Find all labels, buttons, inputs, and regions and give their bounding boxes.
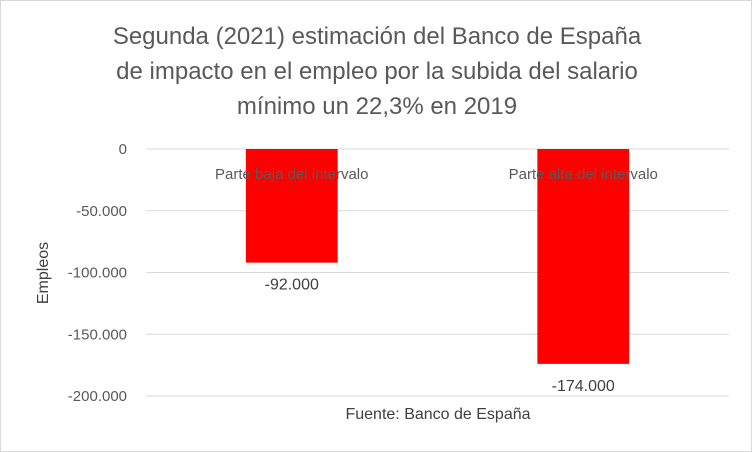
labels: 0 -50.000 -100.000 -150.000 -200.000 Parte ba… bbox=[68, 141, 658, 405]
bar bbox=[537, 149, 630, 364]
y-tick-label: 0 bbox=[119, 141, 127, 158]
data-label: -92.000 bbox=[265, 277, 319, 294]
bars bbox=[245, 149, 630, 364]
chart-title: Segunda (2021) estimación del Banco de E… bbox=[1, 19, 752, 124]
category-label: Parte baja del intervalo bbox=[215, 166, 368, 183]
chart-title-line-1: Segunda (2021) estimación del Banco de E… bbox=[112, 23, 642, 50]
gridlines bbox=[146, 148, 729, 397]
y-tick-label: -200.000 bbox=[68, 388, 127, 405]
source-note: Fuente: Banco de España bbox=[345, 406, 530, 423]
y-tick-label: -50.000 bbox=[76, 203, 127, 220]
y-axis-title: Empleos bbox=[35, 242, 52, 304]
chart-title-line-3: mínimo un 22,3% en 2019 bbox=[236, 93, 518, 120]
bar bbox=[245, 149, 338, 263]
y-tick-label: -100.000 bbox=[68, 265, 127, 282]
chart-title-line-2: de impacto en el empleo por la subida de… bbox=[116, 58, 638, 85]
data-label: -174.000 bbox=[552, 378, 615, 395]
category-label: Parte alta del intervalo bbox=[509, 166, 658, 183]
y-tick-label: -150.000 bbox=[68, 326, 127, 343]
